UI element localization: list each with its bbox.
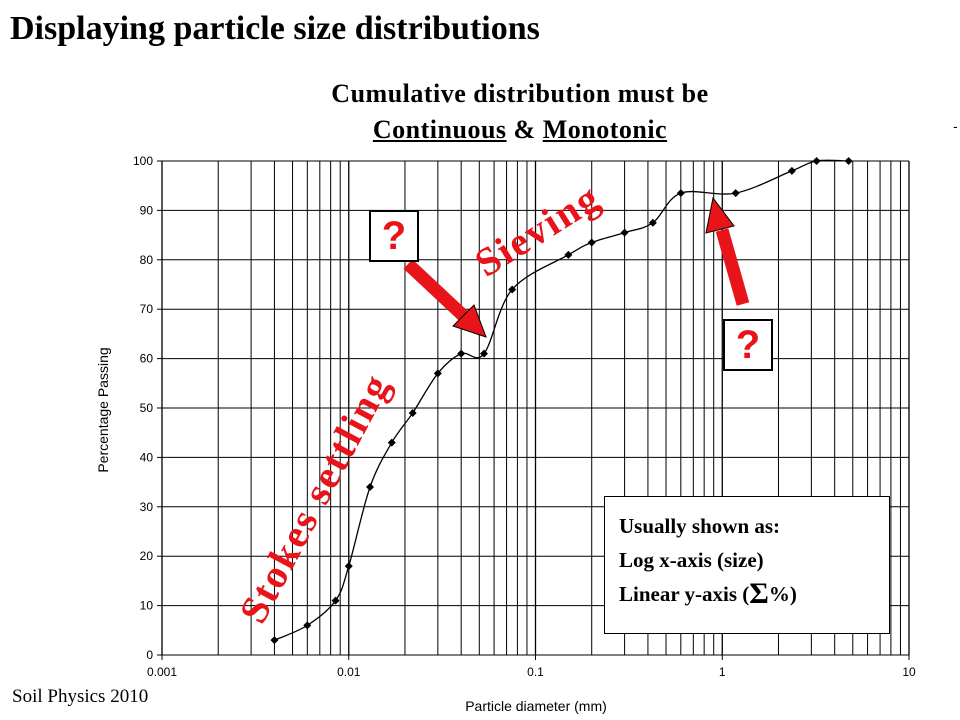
data-point xyxy=(366,483,375,492)
data-point xyxy=(844,157,853,165)
subtitle-line-2: Continuous & Monotonic xyxy=(250,112,790,148)
data-point xyxy=(433,369,442,378)
edge-mark: - xyxy=(953,118,958,134)
series-line xyxy=(274,159,849,641)
chart-subtitle: Cumulative distribution must be Continuo… xyxy=(250,76,790,148)
chart-ticks: 0 10 20 30 40 50 60 70 80 90 100 0.001 0.01 0.1 1 10 xyxy=(133,154,916,679)
note-line-1: Usually shown as: xyxy=(619,514,781,538)
y-tick-label: 50 xyxy=(140,401,154,415)
subtitle-line-1: Cumulative distribution must be xyxy=(331,79,709,108)
y-tick-label: 20 xyxy=(140,549,154,563)
question-box-left: ? xyxy=(369,210,419,262)
y-tick-label: 100 xyxy=(133,154,153,168)
note-line-2: Log x-axis (size) xyxy=(619,548,764,572)
sieving-label: Sieving xyxy=(467,174,608,286)
data-point xyxy=(676,189,685,198)
y-tick-label: 90 xyxy=(140,203,154,217)
data-point xyxy=(508,285,517,294)
y-tick-label: 0 xyxy=(146,648,153,662)
x-tick-label: 10 xyxy=(902,665,916,679)
data-point xyxy=(331,596,340,605)
question-box-right: ? xyxy=(723,319,773,371)
subtitle-amp: & xyxy=(506,115,543,144)
data-point xyxy=(787,166,796,175)
y-tick-label: 30 xyxy=(140,500,154,514)
scale-note-box: Usually shown as: Log x-axis (size) Line… xyxy=(604,496,890,634)
footer-text: Soil Physics 2010 xyxy=(12,686,149,707)
data-point xyxy=(731,189,740,198)
data-point xyxy=(620,228,629,237)
y-axis-title: Percentage Passing xyxy=(95,347,111,472)
data-point xyxy=(303,621,312,630)
subtitle-monotonic: Monotonic xyxy=(542,115,668,144)
stokes-settling-label: Stokes settling xyxy=(230,366,399,630)
y-tick-label: 40 xyxy=(140,450,154,464)
x-tick-label: 1 xyxy=(719,665,726,679)
data-point xyxy=(648,218,657,227)
chart-series xyxy=(270,157,853,645)
data-point xyxy=(457,349,466,358)
data-point xyxy=(344,562,353,571)
data-point xyxy=(564,250,573,259)
sigma-symbol: Σ xyxy=(749,577,769,610)
data-point xyxy=(408,408,417,417)
y-tick-label: 10 xyxy=(140,599,154,613)
data-point xyxy=(812,157,821,165)
data-point xyxy=(587,238,596,247)
data-point xyxy=(270,636,279,645)
x-tick-label: 0.01 xyxy=(337,665,361,679)
y-tick-label: 70 xyxy=(140,302,154,316)
arrow-to-dip-1 xyxy=(403,259,487,338)
note-line-3: Linear y-axis (Σ%) xyxy=(619,577,797,610)
y-tick-label: 60 xyxy=(140,352,154,366)
arrow-to-dip-2 xyxy=(705,196,750,306)
x-axis-title: Particle diameter (mm) xyxy=(465,698,607,714)
subtitle-continuous: Continuous xyxy=(372,115,507,144)
x-tick-label: 0.001 xyxy=(147,665,177,679)
x-tick-label: 0.1 xyxy=(527,665,544,679)
data-point xyxy=(480,349,489,358)
y-tick-label: 80 xyxy=(140,253,154,267)
data-point xyxy=(387,438,396,447)
slide-title: Displaying particle size distributions xyxy=(10,10,540,47)
